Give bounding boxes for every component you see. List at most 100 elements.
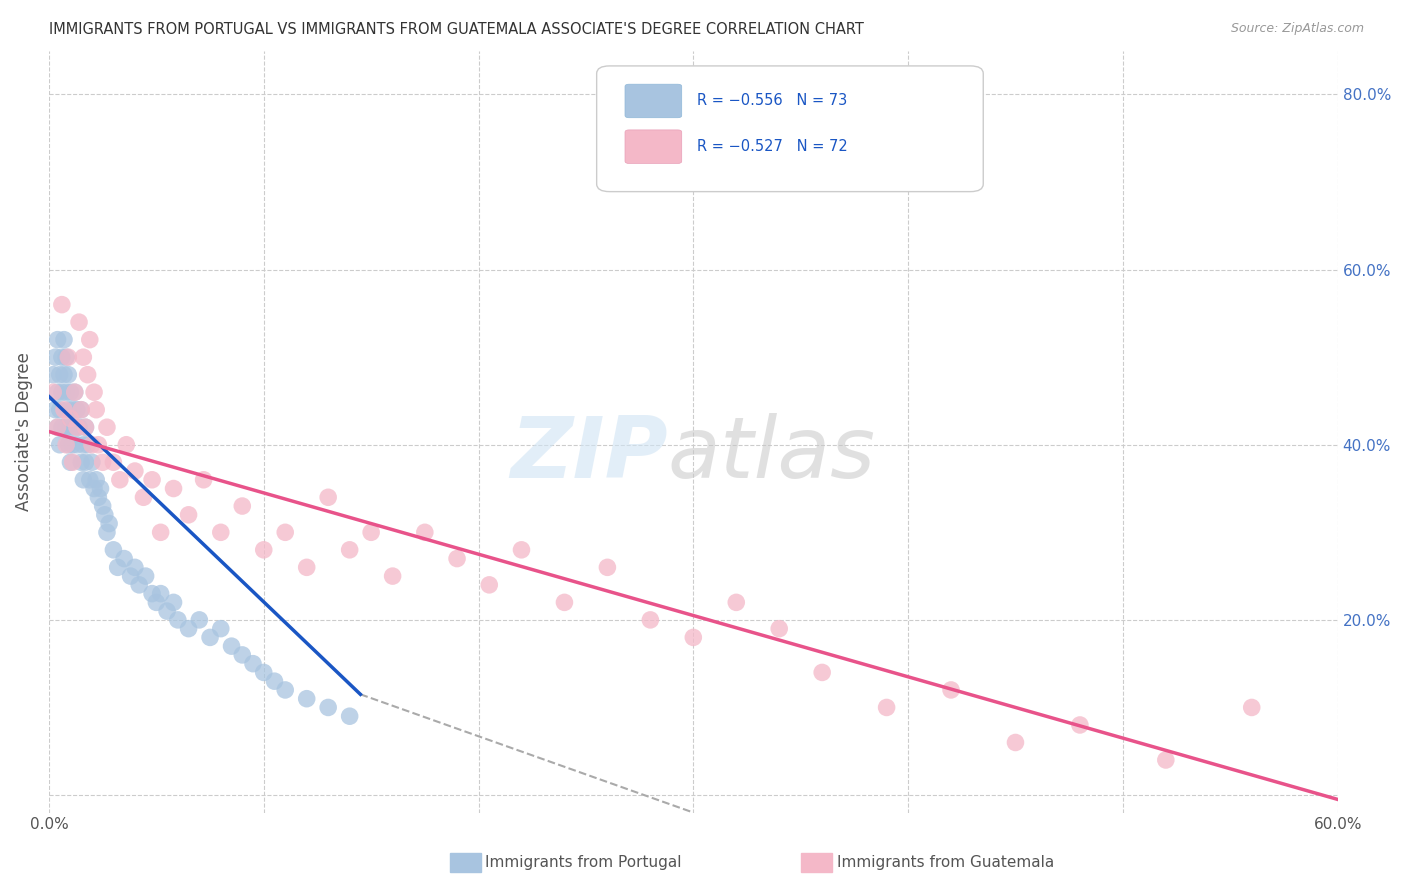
Point (446, 551, 468, 566)
Point (413, 525, 436, 540)
Point (51, 298, 73, 312)
Point (316, 700, 339, 714)
Point (53, 333, 76, 347)
Point (156, 604, 179, 618)
Point (87, 438, 110, 452)
Point (939, 682, 962, 697)
Point (107, 560, 129, 574)
Point (149, 586, 172, 600)
Point (55, 350, 77, 364)
Point (103, 455, 125, 469)
Text: Source: ZipAtlas.com: Source: ZipAtlas.com (1230, 22, 1364, 36)
Point (640, 613, 662, 627)
Point (44, 402, 66, 417)
Point (177, 622, 200, 636)
Point (115, 438, 138, 452)
Point (83, 482, 105, 496)
Point (98, 516, 121, 531)
Point (112, 551, 135, 566)
Point (67, 420, 90, 434)
Point (55, 420, 77, 434)
Point (58, 402, 80, 417)
Point (221, 639, 243, 653)
Text: R = −0.527   N = 72: R = −0.527 N = 72 (697, 139, 848, 154)
Point (124, 560, 146, 574)
Point (128, 578, 150, 592)
Point (62, 402, 84, 417)
Point (59, 385, 82, 400)
Point (75, 455, 97, 469)
Point (55, 385, 77, 400)
Point (360, 525, 382, 540)
Point (80, 455, 103, 469)
Point (62, 455, 84, 469)
Point (274, 525, 297, 540)
Point (70, 402, 93, 417)
Point (51, 420, 73, 434)
Point (253, 542, 276, 557)
Y-axis label: Associate's Degree: Associate's Degree (15, 352, 32, 511)
Point (768, 622, 790, 636)
Point (83, 385, 105, 400)
Point (149, 525, 172, 540)
Point (48, 402, 70, 417)
Text: R = −0.556   N = 73: R = −0.556 N = 73 (697, 94, 848, 109)
Point (188, 613, 211, 627)
Point (51, 350, 73, 364)
Point (63, 385, 86, 400)
Point (42, 368, 65, 382)
Point (124, 464, 146, 478)
Point (94, 508, 117, 522)
Point (811, 665, 834, 680)
Point (63, 385, 86, 400)
Point (725, 595, 748, 609)
Point (87, 490, 110, 504)
Text: atlas: atlas (668, 413, 876, 496)
FancyBboxPatch shape (596, 66, 983, 192)
Point (51, 385, 73, 400)
Point (198, 631, 221, 645)
Point (876, 700, 898, 714)
Point (46, 333, 69, 347)
Point (1069, 718, 1091, 732)
Point (84, 402, 107, 417)
Point (59, 411, 82, 425)
Point (253, 665, 276, 680)
Point (46, 420, 69, 434)
Point (381, 569, 404, 583)
Point (75, 420, 97, 434)
Point (162, 595, 184, 609)
Point (295, 691, 318, 706)
Point (682, 631, 704, 645)
Point (339, 709, 361, 723)
Point (96, 525, 118, 540)
Point (274, 682, 297, 697)
Point (66, 402, 89, 417)
Point (135, 569, 157, 583)
Point (120, 569, 142, 583)
Point (76, 368, 98, 382)
Point (70, 455, 93, 469)
Point (1154, 753, 1177, 767)
Point (76, 438, 98, 452)
Point (91, 455, 114, 469)
Text: IMMIGRANTS FROM PORTUGAL VS IMMIGRANTS FROM GUATEMALA ASSOCIATE'S DEGREE CORRELA: IMMIGRANTS FROM PORTUGAL VS IMMIGRANTS F… (49, 22, 865, 37)
Point (132, 490, 155, 504)
Point (46, 385, 69, 400)
Point (44, 350, 66, 364)
Point (63, 420, 86, 434)
Point (48, 368, 70, 382)
Point (596, 560, 619, 574)
Point (295, 560, 318, 574)
Text: Immigrants from Portugal: Immigrants from Portugal (485, 855, 682, 870)
Point (53, 402, 76, 417)
Point (316, 490, 339, 504)
Point (108, 473, 131, 487)
Point (1240, 700, 1263, 714)
Point (66, 438, 89, 452)
Text: ZIP: ZIP (510, 413, 668, 496)
Point (80, 438, 103, 452)
Point (58, 350, 80, 364)
Point (141, 586, 163, 600)
Point (231, 648, 253, 662)
